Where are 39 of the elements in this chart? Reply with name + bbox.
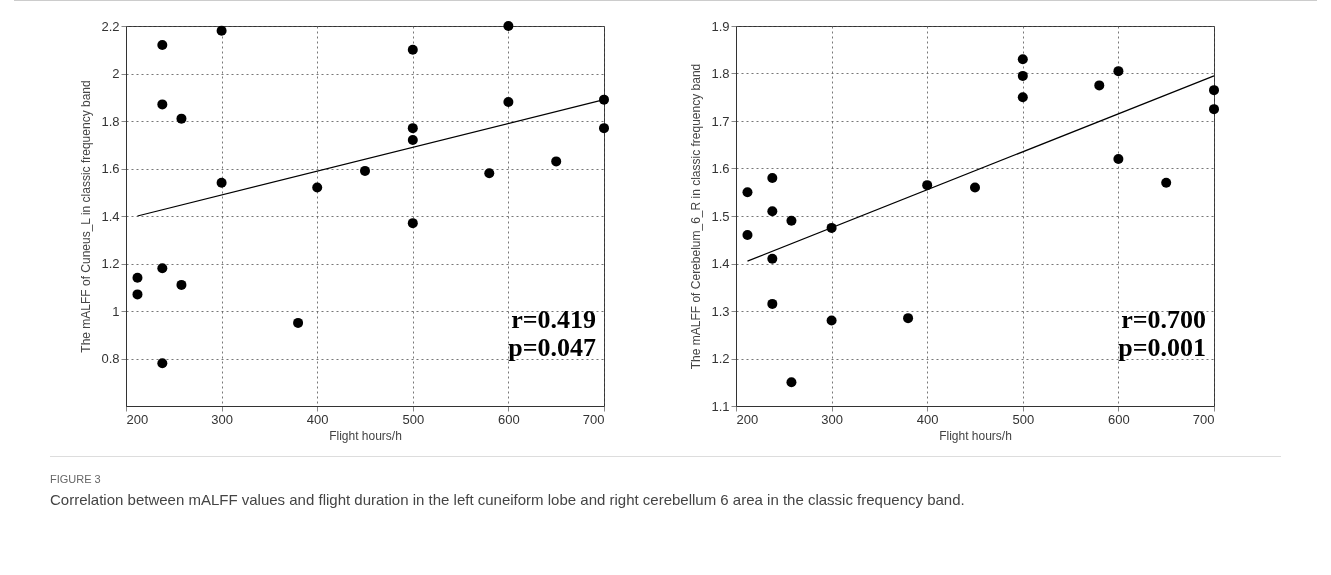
y-tick-label: 1.3 <box>711 303 730 319</box>
y-tick-label: 2.2 <box>101 18 120 34</box>
x-axis-title: Flight hours/h <box>939 428 1012 443</box>
y-tick-label: 1.6 <box>711 161 730 176</box>
y-tick-label: 1.2 <box>101 256 120 271</box>
x-tick-label: 400 <box>306 411 329 427</box>
annotation: r=0.419 <box>511 305 596 335</box>
x-tick-label: 300 <box>211 411 233 427</box>
y-tick-label: 0.8 <box>101 351 120 366</box>
x-tick-label: 700 <box>1192 411 1215 427</box>
y-tick-label: 1.4 <box>711 256 730 271</box>
annotation: r=0.700 <box>1121 305 1206 335</box>
y-axis-title: The mALFF of Cerebelum_6_R in classic frequency band <box>689 63 704 370</box>
x-tick-label: 500 <box>402 411 425 427</box>
caption: FIGURE 3 <box>50 473 102 485</box>
x-tick-label: 600 <box>1108 411 1130 427</box>
y-tick-label: 1.6 <box>101 161 120 176</box>
y-tick-label: 1.9 <box>711 18 730 34</box>
y-tick-label: 1.5 <box>711 208 730 224</box>
x-axis-title: Flight hours/h <box>329 428 402 443</box>
annotation: p=0.001 <box>1118 333 1206 363</box>
x-tick-label: 600 <box>498 411 520 427</box>
y-tick-label: 1.4 <box>101 208 120 224</box>
y-tick-label: 1.8 <box>101 113 120 129</box>
y-tick-label: 1.1 <box>711 398 730 414</box>
y-tick-label: 1.7 <box>711 113 730 129</box>
x-tick-label: 400 <box>916 411 939 427</box>
x-tick-label: 200 <box>736 411 759 427</box>
y-tick-label: 2 <box>112 66 120 81</box>
x-tick-label: 500 <box>1012 411 1035 427</box>
annotation: p=0.047 <box>508 333 596 363</box>
y-tick-label: 1 <box>112 303 120 319</box>
x-tick-label: 200 <box>126 411 149 427</box>
y-tick-label: 1.2 <box>711 351 730 366</box>
x-tick-label: 700 <box>582 411 605 427</box>
y-axis-title: The mALFF of Cuneus_L in classic frequency band <box>79 80 94 353</box>
text: Correlation between mALFF values and flight duration in the left cuneiform lobe and right cerebellum 6 area in the classic frequency band. <box>50 491 966 508</box>
y-tick-label: 1.8 <box>711 66 730 81</box>
x-tick-label: 300 <box>821 411 843 427</box>
